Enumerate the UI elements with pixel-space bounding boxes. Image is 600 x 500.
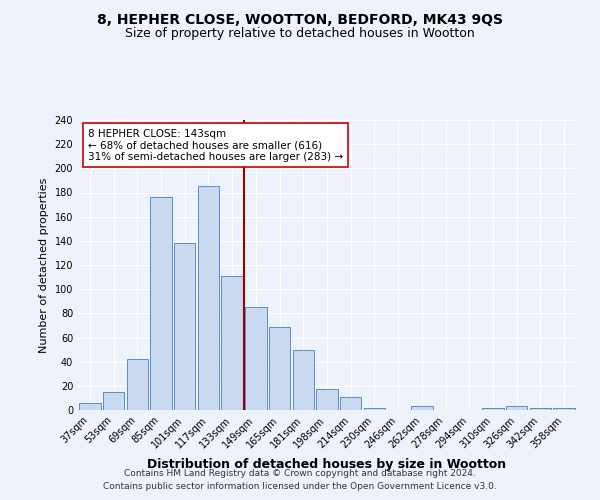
Text: Contains public sector information licensed under the Open Government Licence v3: Contains public sector information licen… [103, 482, 497, 491]
Bar [174, 244, 196, 410]
Text: 8, HEPHER CLOSE, WOOTTON, BEDFORD, MK43 9QS: 8, HEPHER CLOSE, WOOTTON, BEDFORD, MK43 … [97, 12, 503, 26]
Bar [127, 359, 148, 410]
Bar [482, 408, 503, 410]
Bar [151, 198, 172, 410]
Text: Contains HM Land Registry data © Crown copyright and database right 2024.: Contains HM Land Registry data © Crown c… [124, 468, 476, 477]
Bar [340, 396, 361, 410]
Bar [316, 390, 338, 410]
Bar [103, 392, 124, 410]
Bar [553, 408, 575, 410]
Text: Size of property relative to detached houses in Wootton: Size of property relative to detached ho… [125, 28, 475, 40]
Bar [411, 406, 433, 410]
Bar [506, 406, 527, 410]
Bar [530, 408, 551, 410]
Bar [198, 186, 219, 410]
X-axis label: Distribution of detached houses by size in Wootton: Distribution of detached houses by size … [148, 458, 506, 471]
Bar [269, 326, 290, 410]
Bar [293, 350, 314, 410]
Bar [79, 403, 101, 410]
Text: 8 HEPHER CLOSE: 143sqm
← 68% of detached houses are smaller (616)
31% of semi-de: 8 HEPHER CLOSE: 143sqm ← 68% of detached… [88, 128, 343, 162]
Bar [364, 408, 385, 410]
Bar [245, 308, 266, 410]
Y-axis label: Number of detached properties: Number of detached properties [39, 178, 49, 352]
Bar [221, 276, 243, 410]
